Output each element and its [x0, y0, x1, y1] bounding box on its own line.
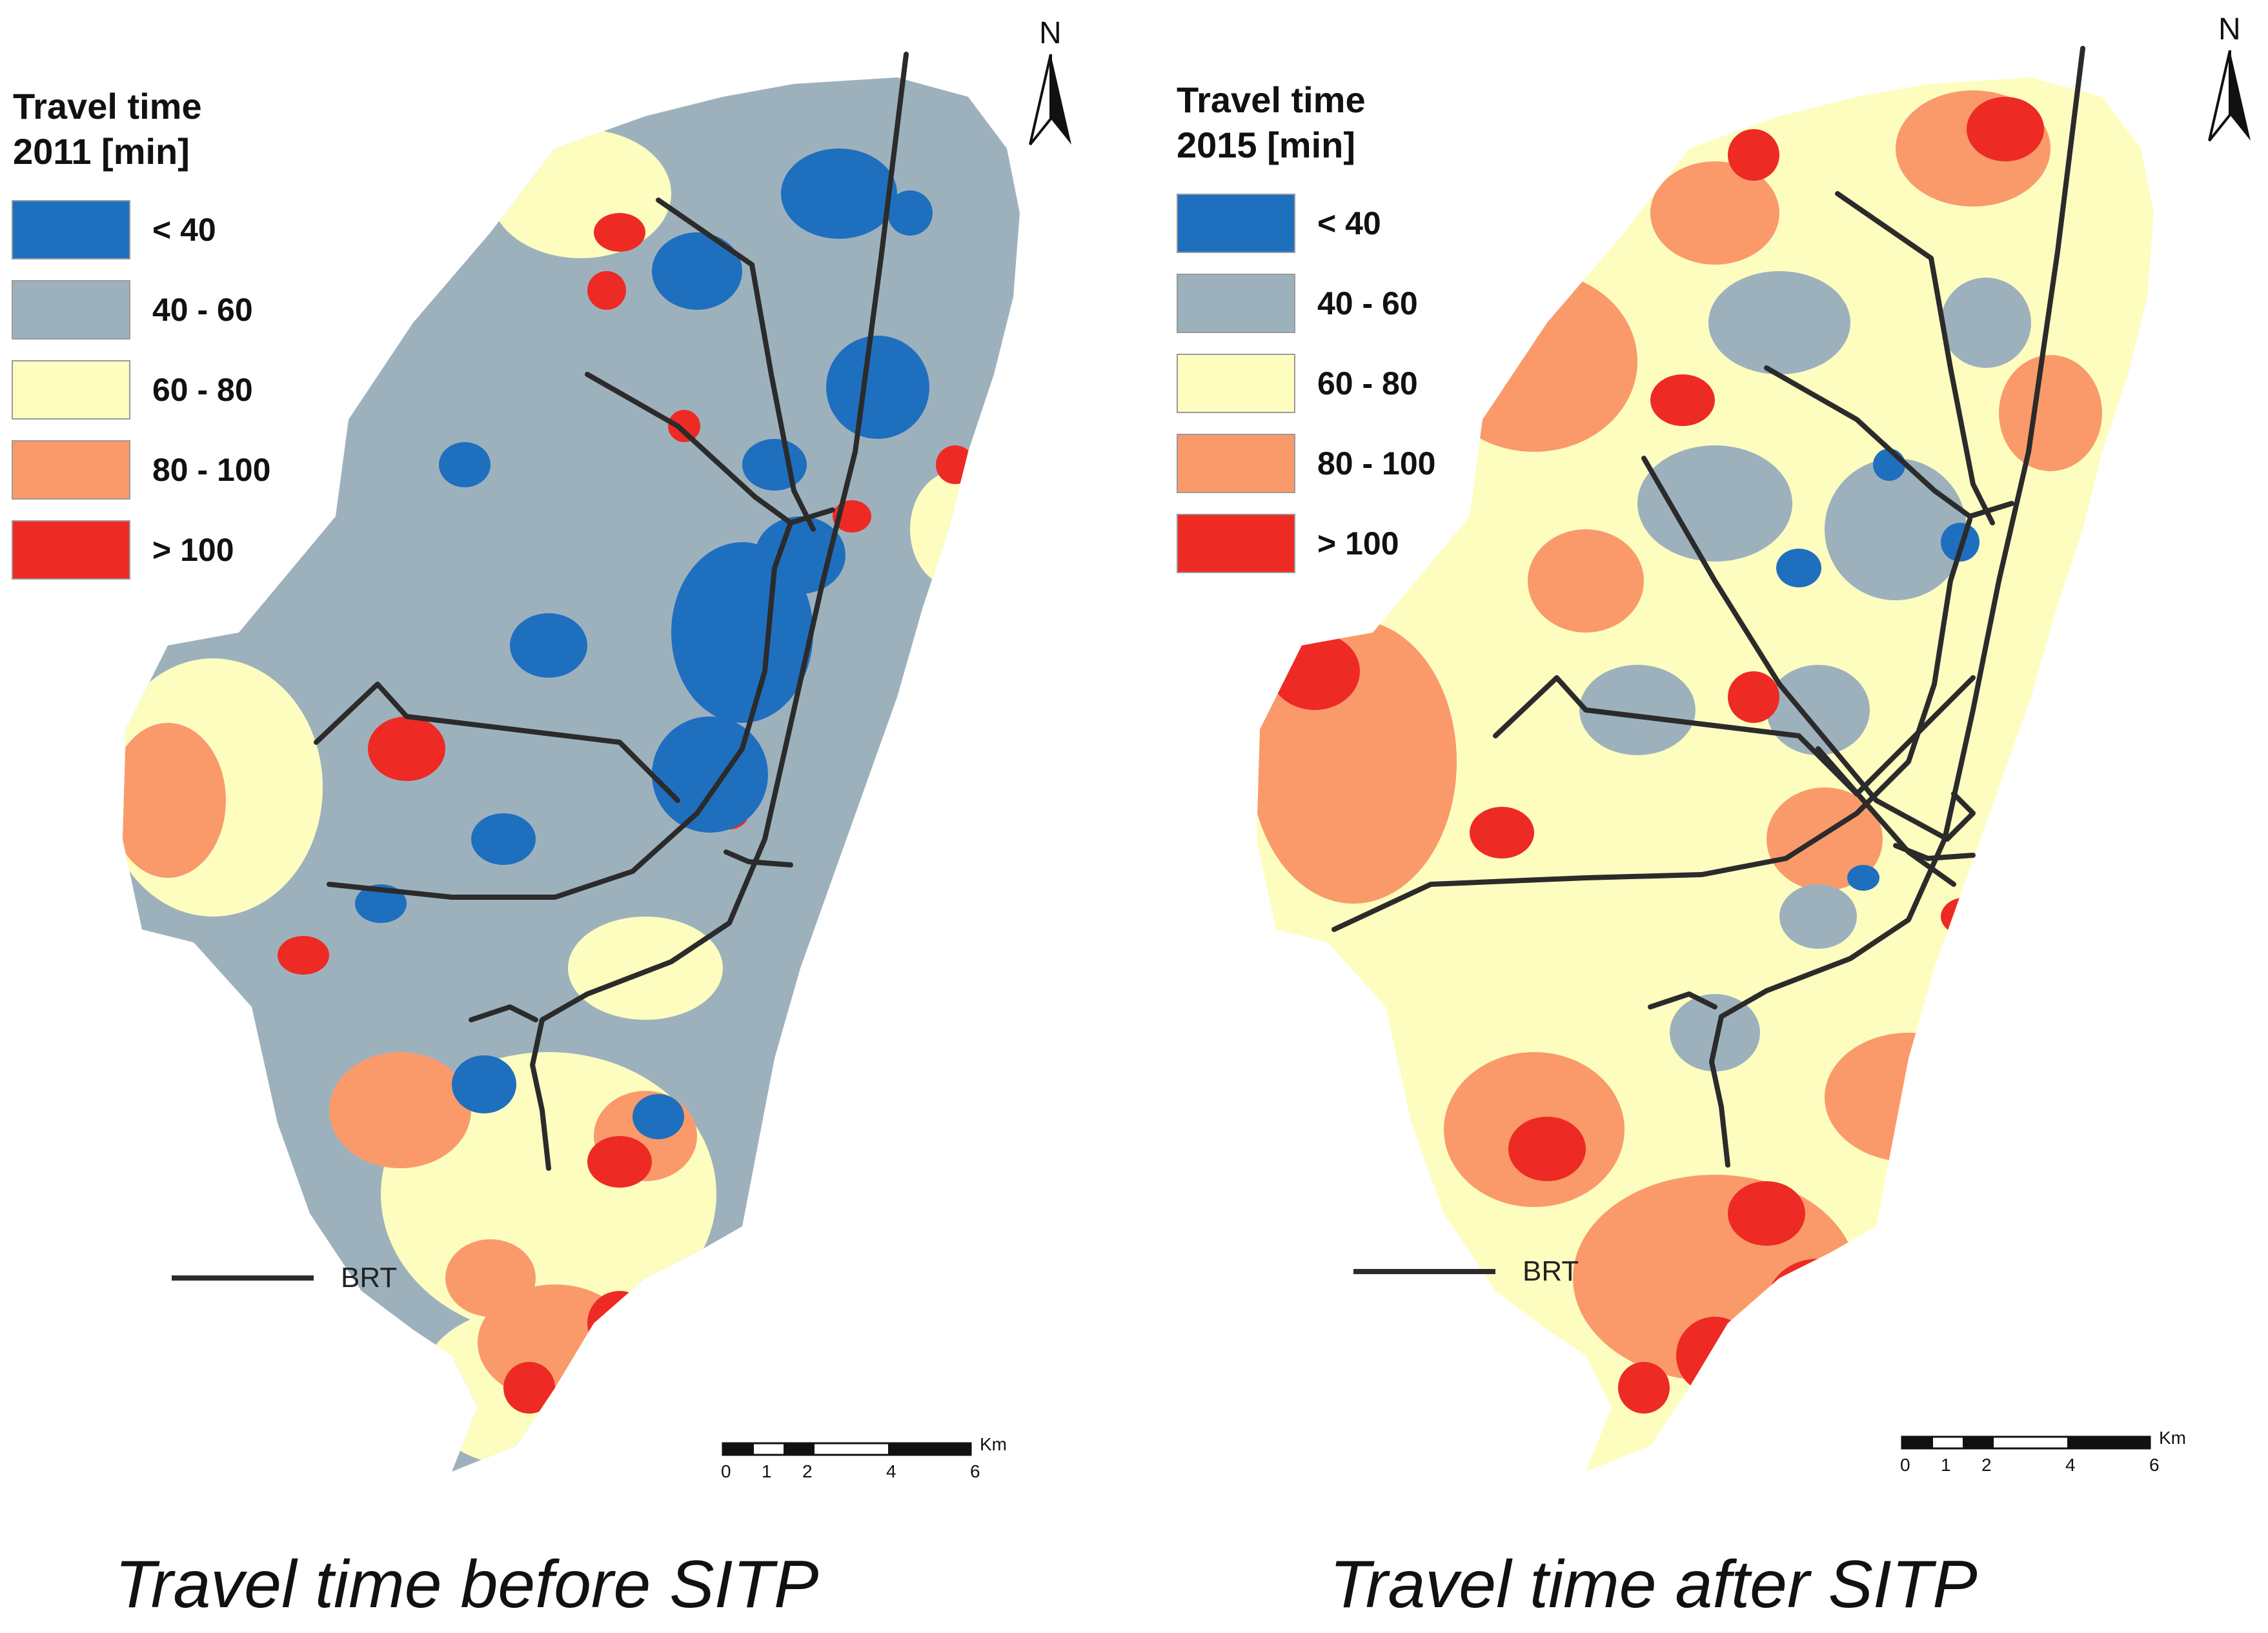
legend-title-line2: 2015 [min]	[1177, 125, 1355, 165]
legend-swatch	[1177, 194, 1295, 253]
brt-lines-2011	[314, 52, 909, 1171]
legend-title: Travel time 2015 [min]	[1177, 77, 1366, 168]
legend-item-40-60: 40 - 60	[1177, 274, 1418, 333]
legend-item-lt40: < 40	[12, 200, 216, 259]
scale-tick-4: 4	[886, 1461, 896, 1481]
scale-tick-2: 2	[1981, 1455, 1992, 1475]
legend-label: < 40	[152, 212, 216, 248]
legend-item-40-60: 40 - 60	[12, 280, 253, 340]
scale-unit: Km	[980, 1434, 1007, 1454]
legend-label: > 100	[152, 532, 234, 568]
legend-swatch	[1177, 354, 1295, 413]
legend-item-gt100: > 100	[12, 520, 234, 580]
legend-item-gt100: > 100	[1177, 514, 1399, 573]
legend-swatch	[1177, 434, 1295, 493]
legend-label: 80 - 100	[1317, 445, 1436, 482]
legend-label: < 40	[1317, 205, 1381, 241]
north-arrow-icon	[2208, 50, 2251, 142]
legend-title-line1: Travel time	[1177, 79, 1366, 120]
legend-item-lt40: < 40	[1177, 194, 1381, 253]
brt-legend-line	[1353, 1269, 1495, 1274]
legend-swatch	[12, 360, 130, 420]
scale-tick-6: 6	[970, 1461, 980, 1481]
north-label: N	[2218, 12, 2241, 46]
travel-time-map-2011	[123, 52, 1020, 1472]
brt-lines-2015	[1331, 46, 2085, 1168]
legend-swatch	[1177, 514, 1295, 573]
brt-legend-label: BRT	[1523, 1255, 1579, 1287]
north-label: N	[1039, 16, 1062, 50]
legend-swatch	[12, 280, 130, 340]
legend-swatch	[1177, 274, 1295, 333]
legend-title: Travel time 2011 [min]	[13, 84, 202, 174]
brt-legend-label: BRT	[341, 1262, 398, 1293]
brt-legend: BRT	[172, 1262, 397, 1294]
scale-tick-1: 1	[1941, 1455, 1951, 1475]
scale-bar	[1901, 1435, 2151, 1450]
brt-legend-line	[172, 1275, 314, 1281]
scale-bar	[722, 1442, 972, 1456]
map-panel-2015: Travel time 2015 [min] < 40 40 - 60 60 -…	[1134, 0, 2268, 1633]
legend-label: 40 - 60	[1317, 285, 1418, 321]
legend-swatch	[12, 440, 130, 500]
scale-tick-1: 1	[762, 1461, 772, 1481]
legend-label: 60 - 80	[152, 372, 253, 408]
legend-label: 60 - 80	[1317, 365, 1418, 401]
scale-unit: Km	[2159, 1428, 2186, 1448]
caption-after: Travel time after SITP	[1330, 1547, 1978, 1622]
legend-title-line1: Travel time	[13, 86, 202, 127]
scale-tick-4: 4	[2065, 1455, 2076, 1475]
map-panel-2011: Travel time 2011 [min] < 40 40 - 60 60 -…	[12, 16, 1071, 1622]
legend-label: 80 - 100	[152, 452, 271, 488]
caption-before: Travel time before SITP	[115, 1547, 819, 1622]
scale-tick-0: 0	[1900, 1455, 1910, 1475]
travel-time-map-2015	[1257, 46, 2154, 1472]
north-arrow-icon	[1029, 54, 1071, 146]
legend-swatch	[12, 520, 130, 580]
legend-label: > 100	[1317, 525, 1399, 562]
legend-title-line2: 2011 [min]	[13, 131, 190, 172]
scale-tick-2: 2	[802, 1461, 813, 1481]
legend-label: 40 - 60	[152, 292, 253, 328]
brt-legend: BRT	[1353, 1255, 1579, 1288]
scale-tick-0: 0	[721, 1461, 731, 1481]
legend-item-60-80: 60 - 80	[12, 360, 253, 420]
legend-swatch	[12, 200, 130, 259]
legend-item-80-100: 80 - 100	[12, 440, 270, 500]
legend-item-80-100: 80 - 100	[1177, 434, 1435, 493]
legend-item-60-80: 60 - 80	[1177, 354, 1418, 413]
scale-tick-6: 6	[2149, 1455, 2160, 1475]
